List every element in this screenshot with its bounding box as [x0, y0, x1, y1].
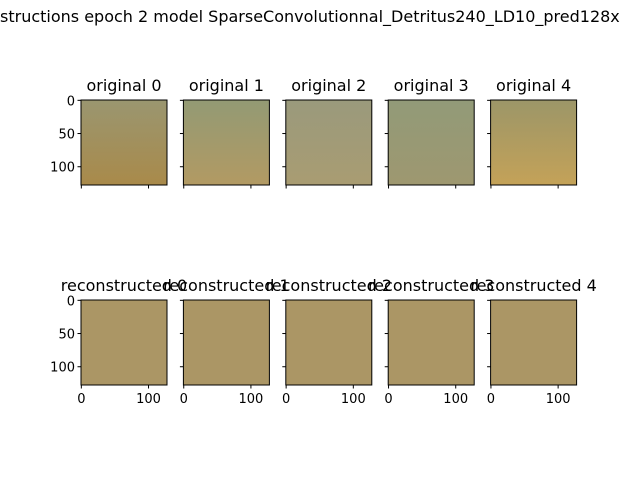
x-tick-label: 0 [77, 392, 85, 407]
axes-title: reconstructed 1 [163, 276, 289, 295]
figure-title: structions epoch 2 model SparseConvoluti… [0, 7, 620, 27]
image [183, 100, 270, 185]
axes-title: original 1 [189, 76, 264, 95]
axes-title: original 0 [86, 76, 161, 95]
axes-frame [387, 299, 475, 386]
image [388, 300, 475, 385]
axes-title: reconstructed 2 [266, 276, 392, 295]
x-tick-label: 100 [239, 392, 264, 407]
image [490, 100, 577, 185]
axes-frame [285, 299, 373, 386]
y-tick-label: 0 [67, 294, 75, 309]
y-tick-label: 100 [50, 361, 75, 376]
y-tick-label: 100 [50, 161, 75, 176]
x-tick-label: 0 [180, 392, 188, 407]
axes-frame [490, 99, 578, 186]
image [183, 300, 270, 385]
axes-title: reconstructed 3 [368, 276, 494, 295]
axes-frame [182, 299, 270, 386]
axes-frame [80, 299, 168, 386]
y-tick-label: 50 [58, 128, 75, 143]
y-tick-label: 0 [67, 94, 75, 109]
axes-title: reconstructed 0 [61, 276, 187, 295]
y-tick-label: 50 [58, 328, 75, 343]
image [285, 100, 372, 185]
axes-frame [80, 99, 168, 186]
x-tick-label: 100 [546, 392, 571, 407]
x-tick-label: 100 [443, 392, 468, 407]
x-tick-label: 100 [341, 392, 366, 407]
image [285, 300, 372, 385]
image [388, 100, 475, 185]
x-tick-label: 0 [384, 392, 392, 407]
axes-title: original 4 [496, 76, 571, 95]
image [81, 100, 167, 185]
axes-title: original 3 [394, 76, 469, 95]
x-tick-label: 0 [487, 392, 495, 407]
axes-frame [285, 99, 373, 186]
image [490, 300, 577, 385]
axes-title: original 2 [291, 76, 366, 95]
axes-title: reconstructed 4 [470, 276, 596, 295]
axes-frame [182, 99, 270, 186]
axes-frame [387, 99, 475, 186]
x-tick-label: 0 [282, 392, 290, 407]
x-tick-label: 100 [136, 392, 161, 407]
image [81, 300, 167, 385]
axes-frame [490, 299, 578, 386]
